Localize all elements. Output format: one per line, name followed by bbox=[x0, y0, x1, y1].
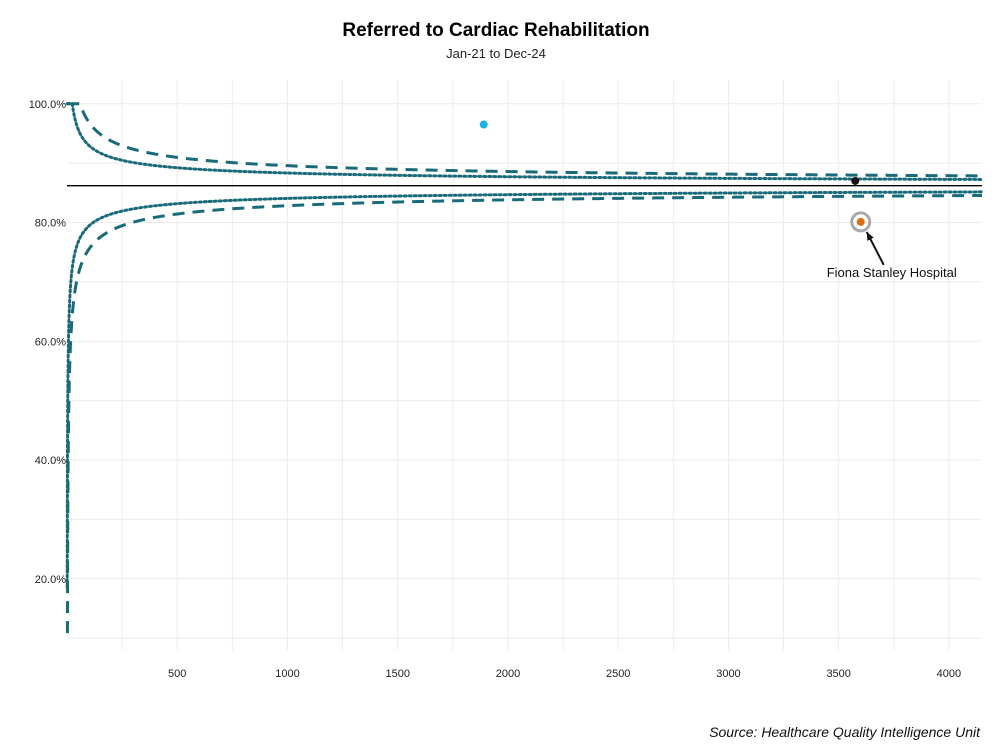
chart-subtitle: Jan-21 to Dec-24 bbox=[446, 46, 546, 61]
data-point bbox=[851, 176, 860, 185]
annotation-arrowhead bbox=[866, 231, 874, 241]
x-tick-label: 3500 bbox=[826, 668, 850, 680]
x-tick-label: 500 bbox=[168, 668, 186, 680]
y-tick-label: 80.0% bbox=[35, 218, 66, 230]
annotation-label: Fiona Stanley Hospital bbox=[827, 265, 957, 280]
data-point bbox=[856, 217, 865, 226]
grid-lines bbox=[67, 80, 982, 650]
y-tick-label: 100.0% bbox=[29, 99, 67, 111]
x-tick-label: 2000 bbox=[496, 668, 520, 680]
highlight-ring bbox=[850, 211, 872, 233]
lower-inner-limit bbox=[65, 190, 984, 589]
y-tick-label: 20.0% bbox=[35, 574, 66, 586]
y-tick-label: 40.0% bbox=[35, 455, 66, 467]
x-tick-label: 3000 bbox=[716, 668, 740, 680]
x-tick-label: 1000 bbox=[275, 668, 299, 680]
upper-outer-limit bbox=[67, 102, 983, 178]
data-points bbox=[479, 120, 872, 233]
x-tick-label: 4000 bbox=[937, 668, 961, 680]
axis-ticks: 500 1000 1500 2000 2500 3000 3500 4000 20.0% 40.0… bbox=[29, 99, 961, 680]
x-tick-label: 2500 bbox=[606, 668, 630, 680]
x-tick-label: 1500 bbox=[385, 668, 409, 680]
source-caption: Source: Healthcare Quality Intelligence … bbox=[709, 724, 980, 740]
y-tick-label: 60.0% bbox=[35, 336, 66, 348]
control-limits bbox=[65, 102, 984, 634]
upper-inner-limit bbox=[65, 102, 984, 181]
data-point bbox=[479, 120, 488, 129]
annotation-group: Fiona Stanley Hospital bbox=[827, 231, 957, 280]
lower-outer-limit bbox=[65, 194, 983, 634]
chart-title: Referred to Cardiac Rehabilitation bbox=[342, 20, 650, 41]
